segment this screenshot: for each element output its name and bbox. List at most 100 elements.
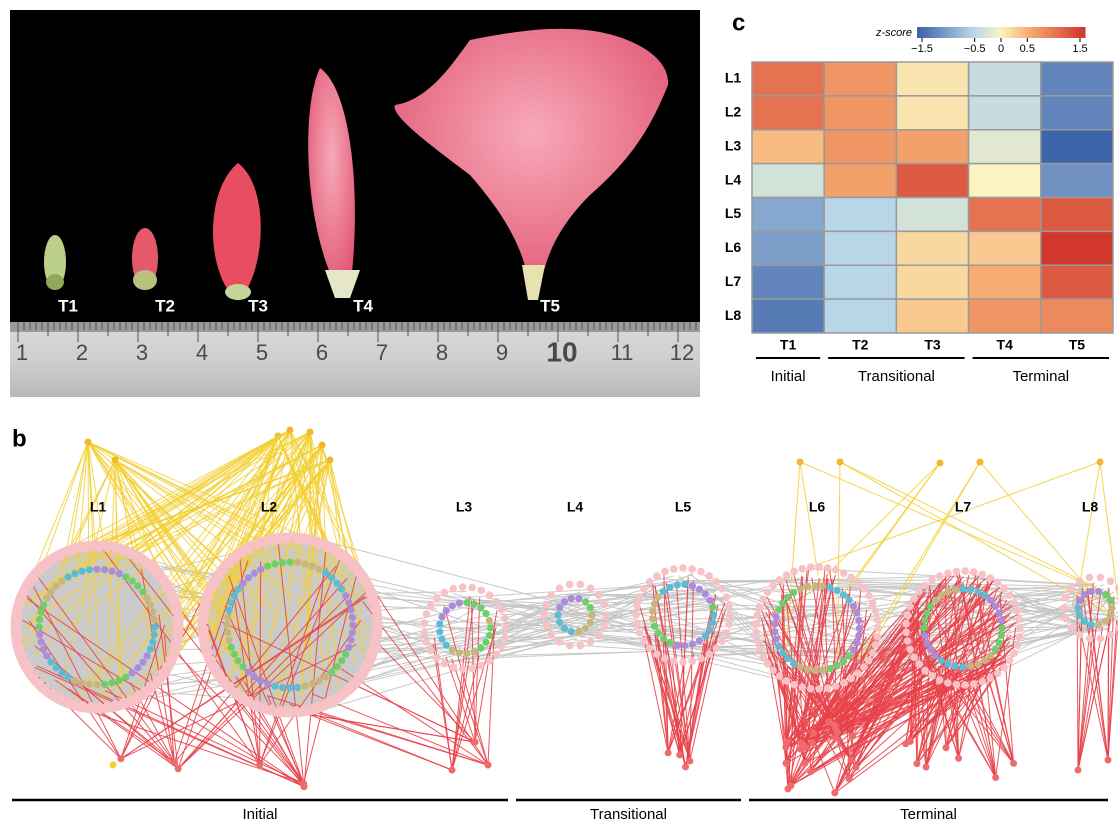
- node: [485, 762, 492, 769]
- node: [709, 604, 716, 611]
- node: [602, 611, 610, 619]
- edge: [803, 462, 1100, 570]
- node: [831, 721, 838, 728]
- node: [651, 623, 658, 630]
- node: [482, 610, 489, 617]
- node: [349, 629, 356, 636]
- node: [651, 600, 658, 607]
- node: [78, 568, 85, 575]
- node: [436, 621, 443, 628]
- node: [854, 670, 862, 678]
- node: [764, 588, 772, 596]
- node: [688, 565, 696, 573]
- heat-cell: [752, 265, 824, 299]
- node: [328, 668, 335, 675]
- node: [575, 628, 582, 635]
- node: [224, 629, 231, 636]
- node: [783, 571, 791, 579]
- node: [587, 619, 594, 626]
- node: [471, 648, 478, 655]
- heat-cell: [969, 299, 1041, 333]
- node: [986, 574, 994, 582]
- group-label: Terminal: [1012, 368, 1069, 385]
- node: [253, 700, 261, 708]
- node: [17, 603, 25, 611]
- node: [371, 621, 379, 629]
- node: [79, 701, 87, 709]
- node: [333, 580, 340, 587]
- node: [784, 655, 791, 662]
- node: [992, 774, 999, 781]
- node: [776, 672, 784, 680]
- node: [349, 621, 356, 628]
- node: [759, 653, 767, 661]
- node: [38, 638, 45, 645]
- heat-cell: [896, 265, 968, 299]
- node: [330, 548, 338, 556]
- node: [286, 684, 293, 691]
- node: [343, 558, 351, 566]
- node: [231, 651, 238, 658]
- node: [202, 609, 210, 617]
- module-label: L2: [261, 499, 278, 515]
- node: [441, 660, 449, 668]
- group-label: Transitional: [858, 368, 935, 385]
- node: [477, 662, 485, 670]
- node: [1062, 615, 1070, 623]
- node: [162, 584, 170, 592]
- node: [493, 651, 501, 659]
- node: [284, 706, 292, 714]
- node: [246, 546, 254, 554]
- node: [204, 641, 212, 649]
- node: [112, 457, 119, 464]
- node: [316, 566, 323, 573]
- node: [874, 616, 882, 624]
- node: [371, 613, 379, 621]
- node: [600, 622, 608, 630]
- node: [798, 565, 806, 573]
- node: [556, 584, 564, 592]
- node: [665, 749, 672, 756]
- node: [122, 573, 129, 580]
- node: [974, 661, 981, 668]
- node: [64, 573, 71, 580]
- node: [212, 579, 220, 587]
- node: [649, 608, 656, 615]
- node: [907, 738, 914, 745]
- node: [206, 594, 214, 602]
- node: [646, 644, 654, 652]
- node: [245, 668, 252, 675]
- node: [354, 569, 362, 577]
- heat-cell: [969, 62, 1041, 96]
- node: [865, 592, 873, 600]
- node: [209, 656, 217, 664]
- node: [449, 767, 456, 774]
- node: [547, 591, 555, 599]
- node: [456, 649, 463, 656]
- node: [228, 644, 235, 651]
- heat-cell: [1041, 299, 1113, 333]
- heat-cell: [1041, 164, 1113, 198]
- node: [253, 543, 261, 551]
- node: [65, 673, 72, 680]
- ruler-label: 6: [316, 340, 328, 365]
- node: [855, 632, 862, 639]
- node: [874, 633, 882, 641]
- node: [322, 570, 329, 577]
- node: [233, 687, 241, 695]
- node: [172, 631, 180, 639]
- node: [854, 579, 862, 587]
- node: [204, 601, 212, 609]
- heat-cell: [1041, 62, 1113, 96]
- node: [1014, 641, 1022, 649]
- node: [1095, 588, 1102, 595]
- node: [143, 652, 150, 659]
- row-label: L7: [725, 273, 742, 289]
- column-label: T1: [780, 337, 797, 353]
- node: [368, 645, 376, 653]
- node: [824, 564, 832, 572]
- node: [856, 624, 863, 631]
- node: [463, 599, 470, 606]
- node: [967, 663, 974, 670]
- heat-cell: [752, 96, 824, 130]
